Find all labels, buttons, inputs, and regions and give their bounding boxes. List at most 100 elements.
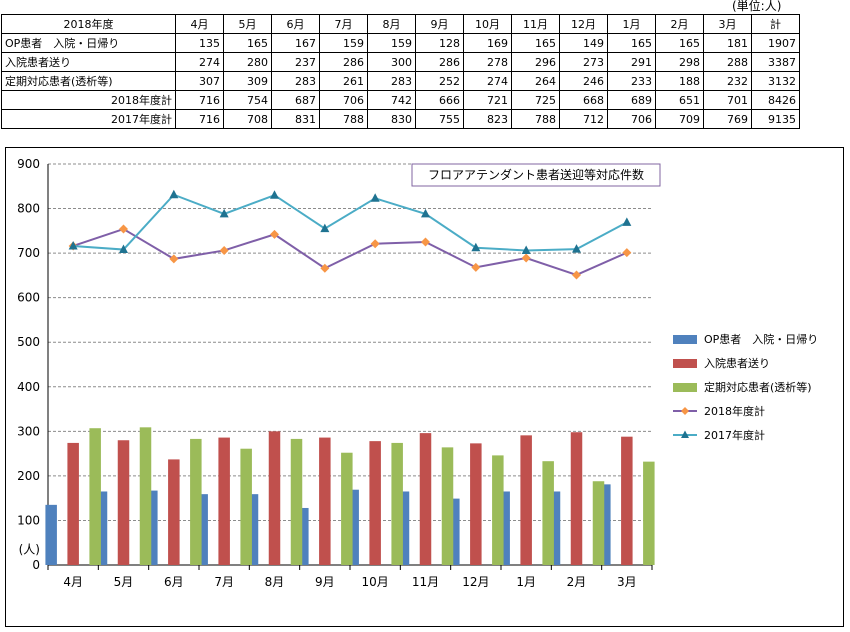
legend-label: 2017年度計 [704,428,765,442]
table-cell: 309 [223,71,272,91]
table-cell: 149 [559,33,608,53]
bar [570,432,583,565]
table-month-header: 3月 [703,14,752,34]
x-tick-label: 5月 [114,575,134,589]
table-cell: 181 [703,33,752,53]
bar [520,435,532,565]
bar [441,447,454,565]
table-cell: 233 [607,71,656,91]
table-cell: 288 [703,52,752,72]
y-tick-label: 600 [17,291,40,305]
bar [139,427,152,565]
chart-area: 0 100 200 300 400 500 600 700 800 900 (人) 4月 5月 6月 7月 8… [5,147,844,627]
bar [45,504,57,565]
legend-label: 定期対応患者(透析等) [704,380,812,394]
line-point [270,229,279,239]
y-tick-label: 300 [17,424,40,438]
legend-label: 入院患者送り [704,356,770,370]
table-row-total: 9135 [751,109,800,129]
table-header-row: 2018年度 4月 5月 6月 7月 8月 9月 10月 11月 12月 1月 2月 3月計 [1,14,800,34]
x-tick-label: 12月 [462,575,489,589]
table-row-label: 2018年度計 [1,90,176,110]
y-tick-label: 700 [17,246,40,260]
table-cell: 246 [559,71,608,91]
x-tick-label: 11月 [412,575,439,589]
legend-swatch [673,335,697,344]
table-cell: 754 [223,90,272,110]
table-cell: 291 [607,52,656,72]
table-month-header: 4月 [175,14,224,34]
table-row-label: OP患者 入院・日帰り [1,33,176,53]
bar [548,491,561,565]
unit-label: (単位:人) [732,0,782,13]
bar [448,498,460,565]
line-point [320,223,330,233]
bar [542,461,554,565]
table-cell: 252 [415,71,464,91]
x-tick-label: 4月 [63,575,83,589]
table-cell: 128 [415,33,464,53]
table-cell: 706 [607,109,656,129]
x-tick-label: 10月 [362,575,389,589]
table-cell: 296 [511,52,560,72]
table-cell: 769 [703,109,752,129]
combo-chart: 0 100 200 300 400 500 600 700 800 900 (人) 4月 5月 6月 7月 8… [17,157,818,589]
table-row-total: 3387 [751,52,800,72]
table-cell: 159 [319,33,368,53]
bar [146,490,158,565]
table-cell: 725 [511,90,560,110]
y-tick-label: 100 [17,513,40,527]
x-tick-label: 8月 [265,575,285,589]
legend-label: 2018年度計 [704,404,765,418]
table-row-total: 8426 [751,90,800,110]
bar [341,452,353,565]
table-cell: 278 [463,52,512,72]
x-tick-label: 9月 [315,575,335,589]
table-cell: 165 [511,33,560,53]
bar [268,431,281,565]
table-cell: 286 [415,52,464,72]
y-axis-label: (人) [19,542,40,556]
table-corner-label: 2018年度 [1,14,176,34]
table-row: 2017年度計 716 708 831 788 830 755 823 788 712 706 709… [1,109,800,129]
table-cell: 689 [607,90,656,110]
bar [218,437,230,565]
bar [67,442,79,565]
table-cell: 273 [559,52,608,72]
legend-swatch [673,359,697,368]
x-tick-label: 2月 [567,575,587,589]
table-row-label: 2017年度計 [1,109,176,129]
table-cell: 300 [367,52,416,72]
series-line [72,227,628,277]
line-point [572,270,581,280]
bar [397,491,410,565]
table-cell: 165 [607,33,656,53]
table-cell: 232 [703,71,752,91]
table-row: OP患者 入院・日帰り 135 165 167 159 159 128 169 165 149 16… [1,33,800,53]
x-tick-label: 7月 [214,575,234,589]
table-cell: 167 [271,33,320,53]
table-cell: 286 [319,52,368,72]
legend-swatch [673,383,697,392]
table-cell: 651 [655,90,704,110]
line-point [622,217,632,226]
table-month-header: 5月 [223,14,272,34]
table-cell: 788 [511,109,560,129]
line-point [119,244,128,254]
series-line [73,193,628,252]
table-cell: 708 [223,109,272,129]
bar [196,494,208,565]
table-cell: 831 [271,109,320,129]
line-point [320,263,330,273]
table-month-header: 1月 [607,14,656,34]
bar [592,481,605,565]
bar [89,428,101,565]
table-row: 定期対応患者(透析等) 307 309 283 261 283 252 274 264 246 23… [1,71,800,91]
bar [347,489,359,565]
table-cell: 264 [511,71,560,91]
table-row-total: 3132 [751,71,800,91]
table-month-header: 9月 [415,14,464,34]
line-point [471,262,481,272]
bar [419,433,432,565]
table-month-header: 11月 [511,14,560,34]
